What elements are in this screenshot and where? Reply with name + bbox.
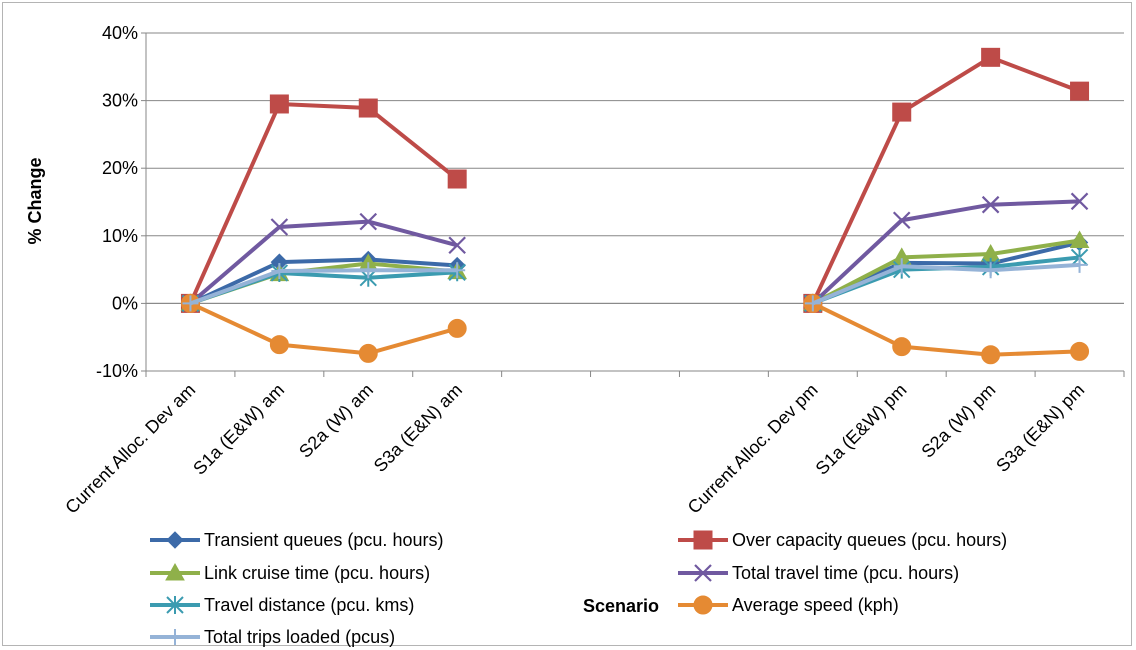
axes: [141, 32, 1125, 377]
series: [180, 293, 1090, 365]
series-line: [189, 268, 458, 306]
x-tick-label: S1a (E&W) pm: [812, 380, 911, 479]
series-line: [189, 257, 458, 306]
series: [181, 192, 1089, 313]
data-point: [165, 562, 185, 581]
data-point: [1070, 192, 1089, 211]
y-tick-label: 20%: [102, 158, 138, 178]
legend-entry: Transient queues (pcu. hours): [150, 530, 443, 550]
data-point: [892, 102, 912, 122]
y-tick-label: 0%: [112, 293, 138, 313]
data-point: [359, 212, 378, 231]
data-point: [1070, 81, 1090, 101]
legend-label: Average speed (kph): [732, 595, 899, 615]
data-point: [1069, 230, 1090, 249]
series-group: [180, 47, 1090, 365]
x-tick-label: Current Alloc. Dev am: [61, 380, 199, 518]
y-tick-label: 10%: [102, 226, 138, 246]
data-point: [360, 262, 377, 279]
x-tick-label: S2a (W) am: [295, 380, 377, 462]
y-tick-label: -10%: [96, 361, 138, 381]
data-point: [1071, 256, 1088, 273]
data-point: [358, 98, 378, 118]
data-point: [693, 530, 713, 550]
data-point: [892, 211, 911, 230]
data-point: [182, 295, 199, 312]
legend-entry: Travel distance (pcu. kms): [150, 595, 414, 615]
data-point: [358, 343, 378, 363]
legend-label: Total travel time (pcu. hours): [732, 563, 959, 583]
series-line: [812, 262, 1080, 306]
data-point: [693, 595, 713, 615]
gridlines: [146, 32, 1124, 372]
legend-label: Link cruise time (pcu. hours): [204, 563, 430, 583]
series-line: [811, 238, 1080, 306]
legend: Transient queues (pcu. hours) Over capaci…: [150, 530, 1007, 647]
series-line: [811, 55, 1081, 305]
series: [180, 47, 1090, 313]
data-point: [694, 564, 712, 582]
legend-entry: Average speed (kph): [678, 595, 899, 615]
data-point: [166, 531, 184, 549]
legend-label: Travel distance (pcu. kms): [204, 595, 414, 615]
data-point: [892, 337, 912, 357]
x-tick-label: S1a (E&W) am: [189, 380, 288, 479]
data-point: [981, 47, 1001, 67]
legend-entry: Link cruise time (pcu. hours): [150, 562, 430, 583]
data-point: [448, 236, 466, 255]
x-tick-label: Current Alloc. Dev pm: [684, 380, 822, 518]
data-point: [449, 262, 466, 279]
data-point: [269, 335, 289, 355]
y-axis-title: % Change: [25, 157, 45, 244]
series: [182, 256, 1088, 312]
series: [181, 233, 1089, 313]
series-line: [811, 240, 1081, 306]
series-line: [189, 219, 458, 305]
x-tick-label: S3a (E&N) pm: [992, 380, 1088, 476]
series-line: [189, 301, 458, 356]
legend-label: Transient queues (pcu. hours): [204, 530, 443, 550]
x-tick-label: S2a (W) pm: [917, 380, 999, 462]
series-line: [811, 301, 1080, 357]
data-point: [981, 345, 1001, 365]
data-point: [167, 629, 183, 645]
data-point: [981, 195, 1000, 214]
data-point: [893, 258, 910, 275]
data-point: [447, 169, 467, 189]
x-tick-label: S3a (E&N) am: [370, 380, 466, 476]
legend-label: Over capacity queues (pcu. hours): [732, 530, 1007, 550]
y-tick-label: 30%: [102, 91, 138, 111]
legend-entry: Total travel time (pcu. hours): [678, 563, 959, 583]
series-line: [811, 199, 1080, 305]
data-point: [1070, 341, 1090, 361]
legend-entry: Over capacity queues (pcu. hours): [678, 530, 1007, 550]
x-axis-title: Scenario: [583, 596, 659, 616]
y-tick-label: 40%: [102, 23, 138, 43]
y-tick-labels: -10% 0% 10% 20% 30% 40%: [96, 23, 138, 381]
data-point: [271, 262, 288, 279]
data-point: [982, 262, 999, 279]
legend-entry: Total trips loaded (pcus): [150, 627, 395, 647]
data-point: [269, 94, 289, 114]
legend-label: Total trips loaded (pcus): [204, 627, 395, 647]
data-point: [166, 596, 184, 614]
data-point: [447, 318, 467, 338]
series-line: [188, 101, 459, 305]
data-point: [804, 295, 821, 312]
data-point: [270, 218, 289, 236]
series: [181, 248, 1089, 313]
